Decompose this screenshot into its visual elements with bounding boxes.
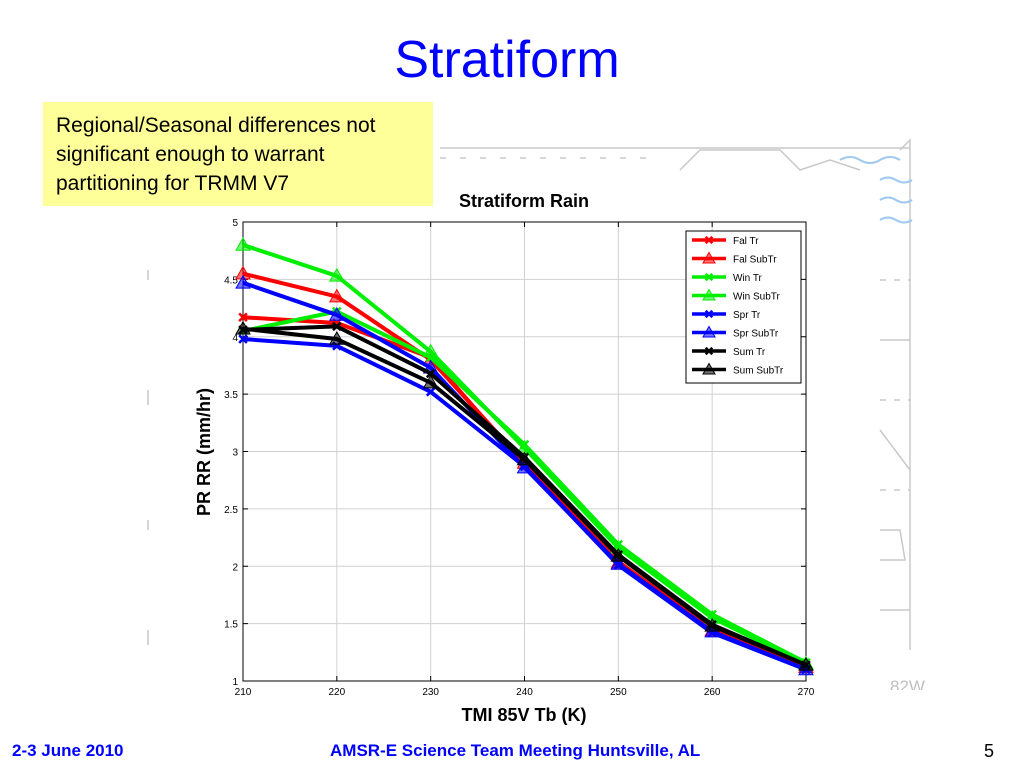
legend-label: Sum SubTr: [733, 366, 784, 377]
y-axis-title: PR RR (mm/hr): [194, 388, 214, 516]
x-marker: [332, 321, 342, 332]
legend-entry: Spr Tr: [692, 309, 761, 321]
legend-entry: Spr SubTr: [692, 325, 779, 340]
y-tick-label: 1: [232, 677, 238, 688]
legend-entry: Fal SubTr: [692, 251, 777, 266]
x-tick-label: 210: [235, 687, 252, 698]
legend-label: Spr Tr: [733, 310, 761, 321]
x-marker: [704, 272, 714, 282]
x-axis-title: TMI 85V Tb (K): [462, 705, 587, 725]
x-tick-label: 230: [422, 687, 439, 698]
triangle-marker: [235, 274, 251, 289]
triangle-marker: [702, 325, 716, 338]
legend-label: Sum Tr: [733, 347, 766, 358]
triangle-marker: [702, 362, 716, 375]
triangle-marker: [422, 374, 439, 389]
footer-meeting: AMSR-E Science Team Meeting Huntsville, …: [330, 741, 701, 760]
x-tick-label: 260: [704, 687, 721, 698]
x-tick-label: 270: [798, 687, 815, 698]
triangle-marker: [798, 656, 814, 671]
legend-entry: Sum Tr: [692, 346, 766, 358]
triangle-marker: [422, 343, 439, 358]
note-box: Regional/Seasonal differences not signif…: [43, 102, 433, 206]
triangle-marker: [328, 288, 345, 303]
triangle-marker: [516, 459, 533, 474]
legend-label: Fal Tr: [733, 236, 759, 247]
note-text: Regional/Seasonal differences not signif…: [56, 114, 376, 195]
triangle-marker: [235, 320, 251, 335]
triangle-marker: [328, 331, 345, 345]
triangle-marker: [328, 267, 345, 282]
y-tick-label: 1.5: [224, 620, 238, 631]
legend-entry: Win Tr: [692, 272, 763, 284]
legend-box: [685, 230, 802, 384]
x-marker: [425, 387, 436, 397]
triangle-marker: [328, 306, 345, 321]
triangle-marker: [704, 617, 721, 632]
x-tick-label: 240: [516, 687, 533, 698]
legend-label: Fal SubTr: [733, 255, 777, 266]
y-tick-label: 4: [232, 333, 238, 344]
map-label: 82W: [890, 677, 925, 690]
slide-title: Stratiform: [394, 31, 620, 89]
legend-entry: Win SubTr: [692, 288, 781, 303]
x-tick-label: 220: [328, 687, 345, 698]
legend: Fal Tr Fal SubTr Win Tr Win SubTr Spr Tr Spr …: [685, 230, 802, 384]
legend-label: Win SubTr: [733, 292, 781, 303]
background-map: 82W: [147, 138, 925, 690]
plot-border: [242, 221, 807, 682]
axes: 210 220 230 240 250 260 270 1 1.5 2 2.5 3 3.5 4 4.5 5: [224, 218, 815, 698]
x-marker: [238, 334, 248, 344]
y-tick-label: 4.5: [224, 275, 238, 286]
legend-label: Win Tr: [733, 273, 763, 284]
y-tick-label: 3: [232, 448, 238, 459]
y-tick-label: 3.5: [224, 390, 238, 401]
legend-label: Spr SubTr: [733, 329, 779, 340]
x-marker: [238, 312, 248, 322]
triangle-marker: [516, 451, 533, 466]
x-tick-label: 250: [610, 687, 627, 698]
y-tick-label: 2: [232, 562, 238, 573]
x-marker: [704, 235, 714, 245]
chart-title: Stratiform Rain: [459, 191, 589, 211]
triangle-marker: [702, 251, 716, 264]
footer-date: 2-3 June 2010: [12, 741, 124, 760]
y-tick-label: 5: [232, 218, 238, 229]
triangle-marker: [702, 288, 716, 301]
y-tick-label: 2.5: [224, 505, 238, 516]
series-sum-subtr: [235, 320, 814, 671]
page-number: 5: [983, 741, 994, 761]
series-group: [235, 236, 814, 676]
x-marker: [704, 309, 714, 319]
triangle-marker: [235, 236, 251, 251]
legend-entry: Sum SubTr: [692, 362, 784, 377]
x-marker: [425, 368, 436, 379]
triangle-marker: [610, 555, 627, 570]
legend-entry: Fal Tr: [692, 235, 759, 247]
x-marker: [704, 346, 714, 356]
triangle-marker: [610, 547, 627, 562]
